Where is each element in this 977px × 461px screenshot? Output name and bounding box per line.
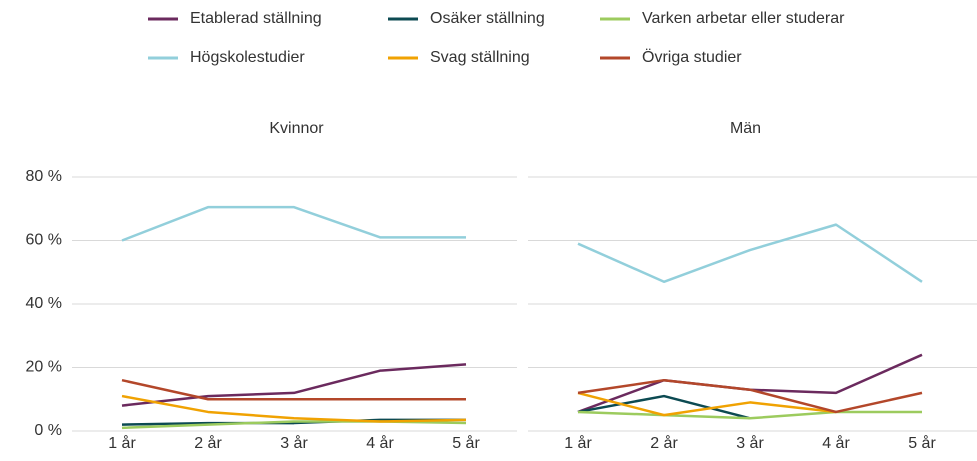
x-tick-label: 5 år [908, 434, 936, 452]
x-tick-label: 2 år [194, 434, 222, 452]
y-tick-label: 40 % [26, 295, 62, 312]
y-tick-label: 60 % [26, 232, 62, 249]
series-line [577, 223, 923, 284]
legend-label: Svag ställning [430, 49, 530, 66]
x-tick-label: 3 år [280, 434, 308, 452]
panel-title: Kvinnor [269, 120, 324, 137]
series-line [577, 378, 923, 414]
x-tick-label: 4 år [822, 434, 850, 452]
x-tick-label: 3 år [736, 434, 764, 452]
x-tick-label: 1 år [564, 434, 592, 452]
legend-label: Osäker ställning [430, 10, 545, 27]
series-line [121, 378, 466, 401]
series-line [577, 410, 922, 420]
x-tick-label: 2 år [650, 434, 678, 452]
series-line [577, 394, 751, 420]
series-line [577, 391, 837, 417]
series-line [121, 363, 467, 407]
x-tick-label: 1 år [108, 434, 136, 452]
x-tick-label: 4 år [366, 434, 394, 452]
y-tick-label: 0 % [34, 422, 62, 439]
panel-title: Män [730, 120, 761, 137]
y-tick-label: 20 % [26, 359, 62, 376]
legend-label: Högskolestudier [190, 49, 305, 66]
legend-label: Övriga studier [642, 48, 742, 66]
x-tick-label: 5 år [452, 434, 480, 452]
series-line [121, 394, 467, 423]
y-tick-label: 80 % [26, 168, 62, 185]
legend-label: Varken arbetar eller studerar [642, 10, 845, 27]
series-line [121, 205, 466, 242]
legend-label: Etablerad ställning [190, 10, 322, 27]
